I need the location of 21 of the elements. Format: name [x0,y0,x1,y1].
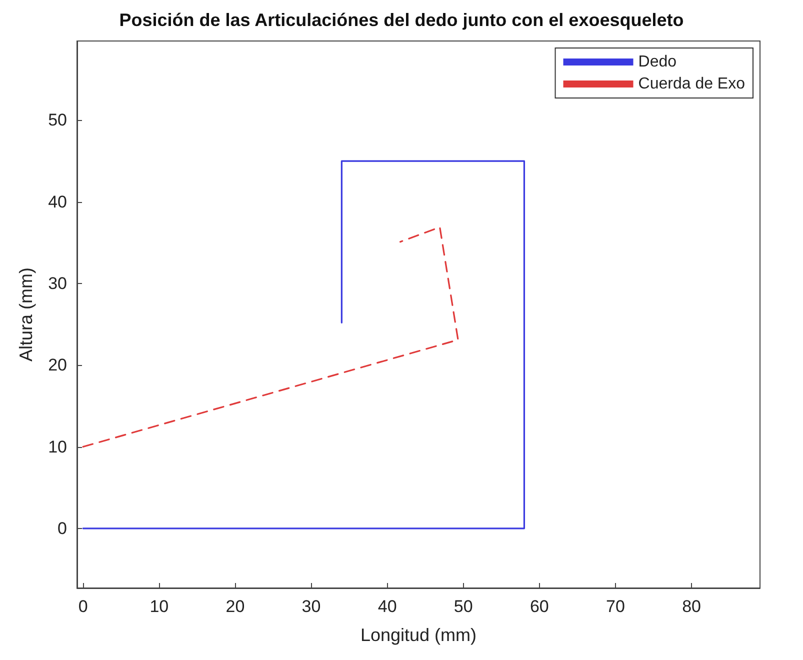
x-tick-label: 30 [302,597,321,616]
y-tick-label: 10 [48,437,67,456]
y-tick-label: 40 [48,192,67,212]
y-axis-title: Altura (mm) [16,268,36,362]
x-tick-label: 20 [226,597,245,616]
y-tick-label: 30 [48,274,67,293]
x-tick-label: 50 [454,597,473,616]
x-tick-label: 80 [682,597,702,616]
chart-title: Posición de las Articulaciónes del dedo junto con el exoesqueleto [119,10,684,30]
y-tick-label: 50 [48,110,67,130]
x-tick-label: 10 [150,597,169,616]
line-series [82,226,459,448]
x-tick-label: 0 [78,597,88,616]
y-tick-label: 20 [48,356,67,375]
x-axis-title: Longitud (mm) [360,625,477,645]
y-tick-label: 0 [58,518,67,538]
legend-label: Dedo [638,54,677,70]
x-tick-label: 40 [378,597,397,616]
x-tick-label: 60 [530,597,549,616]
x-tick-label: 70 [606,597,625,616]
legend-label: Cuerda de Exo [638,76,746,92]
